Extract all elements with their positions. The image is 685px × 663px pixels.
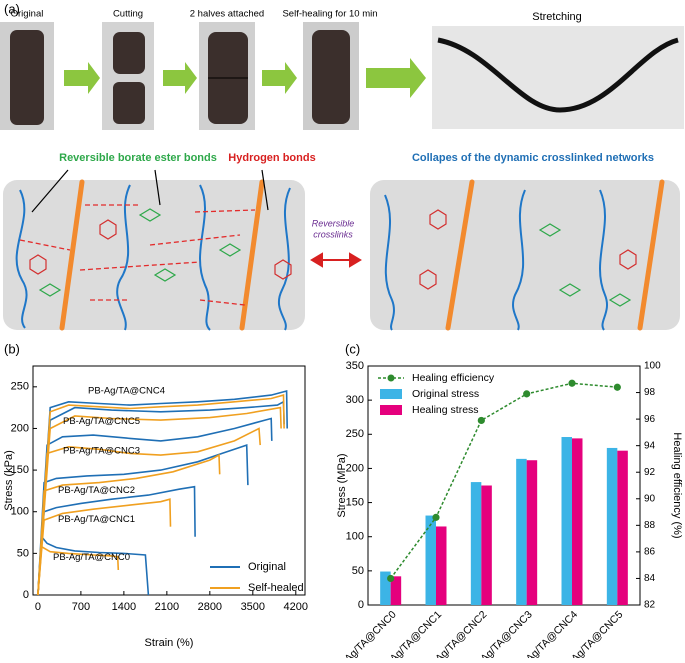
stress-strain-curve: [37, 443, 249, 596]
plot-frame: [32, 365, 306, 596]
efficiency-point: [387, 574, 395, 583]
step-label: Stretching: [532, 11, 582, 23]
stress-strain-curve: [37, 485, 196, 596]
efficiency-point: [523, 390, 531, 398]
y-tick-label: 0: [23, 589, 29, 601]
collapse-label: Collapes of the dynamic crosslinked netw…: [412, 152, 654, 164]
bar: [617, 450, 628, 605]
y-tick-label: 100: [346, 531, 364, 543]
efficiency-point: [432, 513, 440, 521]
y-tick-label: 100: [11, 506, 29, 518]
curve-label: PB-Ag/TA@CNC4: [88, 385, 165, 396]
bar: [572, 438, 583, 605]
x-tick-label: 2100: [155, 601, 179, 613]
x-tick-label: 3500: [241, 601, 265, 613]
x-tick-label: PB-Ag/TA@CNC0: [330, 608, 399, 658]
curve-label: PB-Ag/TA@CNC2: [58, 485, 135, 496]
y-tick-label: 50: [17, 547, 29, 559]
panel-label: (c): [345, 341, 360, 356]
stress-strain-curve: [37, 498, 172, 596]
bar: [516, 458, 527, 605]
y2-tick-label: 96: [644, 414, 656, 425]
y2-tick-label: 98: [644, 387, 656, 398]
y-tick-label: 200: [346, 462, 364, 474]
y-tick-label: 50: [352, 565, 364, 577]
y2-tick-label: 100: [644, 361, 661, 372]
step-label: 2 halves attached: [190, 9, 264, 20]
network-schematic: [3, 169, 680, 331]
y2-tick-label: 94: [644, 440, 656, 451]
stress-strain-curve: [37, 400, 285, 596]
bar: [380, 571, 391, 605]
stress-strain-curve: [37, 394, 285, 596]
stress-strain-curve: [37, 427, 261, 596]
x-tick-label: 4200: [284, 601, 308, 613]
bar: [606, 447, 618, 605]
curve-label: PB-Ag/TA@CNC3: [63, 445, 140, 456]
efficiency-point: [613, 383, 621, 391]
x-tick-label: 1400: [112, 601, 136, 613]
y2-tick-label: 92: [644, 467, 656, 478]
step-label: Original: [11, 9, 44, 20]
y-tick-label: 250: [11, 381, 29, 393]
bar: [470, 482, 482, 605]
y2-axis-title: Healing efficiency (%): [671, 432, 683, 538]
x-tick-label: 2800: [198, 601, 222, 613]
stress-strain-curve: [37, 406, 282, 596]
legend-swatch: [380, 405, 402, 415]
bar: [481, 485, 492, 605]
y2-tick-label: 86: [644, 547, 656, 558]
y-tick-label: 150: [11, 464, 29, 476]
y2-tick-label: 84: [644, 573, 656, 584]
y-tick-label: 350: [346, 360, 364, 372]
bar: [390, 576, 402, 605]
x-axis-title: Strain (%): [145, 637, 194, 649]
legend-label: Healing efficiency: [412, 372, 495, 384]
stress-strain-curve: [37, 453, 221, 596]
y-tick-label: 150: [346, 496, 364, 508]
legend-label: Self-healed: [248, 582, 304, 594]
panel-label: (b): [4, 341, 20, 356]
y-tick-label: 250: [346, 428, 364, 440]
legend-label: Original: [248, 561, 286, 573]
photo-strip: [0, 22, 684, 130]
panel-label: (a): [4, 1, 20, 16]
y-tick-label: 200: [11, 422, 29, 434]
x-tick-label: 700: [72, 601, 90, 613]
crosslink-label: Reversible: [312, 218, 355, 228]
bar: [561, 437, 572, 605]
legend-swatch: [380, 389, 402, 399]
stress-strain-curve: [37, 417, 273, 596]
y2-tick-label: 82: [644, 600, 656, 611]
bond-label: Hydrogen bonds: [228, 152, 315, 164]
stress-strain-curve: [37, 534, 150, 596]
efficiency-point: [477, 416, 485, 425]
crosslink-label: crosslinks: [313, 229, 353, 239]
y-tick-label: 0: [358, 599, 364, 611]
y-axis-title: Stress (MPa): [336, 453, 348, 517]
efficiency-point: [568, 379, 576, 387]
bar: [526, 460, 538, 605]
legend-label: Original stress: [412, 388, 479, 400]
bond-label: Reversible borate ester bonds: [59, 152, 217, 164]
step-label: Self-healing for 10 min: [282, 9, 377, 20]
y-axis-title: Stress (kPa): [3, 450, 15, 511]
bar: [425, 515, 436, 605]
curve-label: PB-Ag/TA@CNC5: [63, 416, 140, 427]
y2-tick-label: 88: [644, 520, 656, 531]
stress-strain-curve: [37, 545, 120, 596]
curve-label: PB-Ag/TA@CNC1: [58, 514, 135, 525]
bar: [436, 526, 447, 605]
step-label: Cutting: [113, 9, 143, 20]
stress-strain-curve: [37, 389, 288, 596]
x-tick-label: 0: [35, 601, 41, 613]
plot-frame: [367, 365, 641, 606]
y-tick-label: 300: [346, 394, 364, 406]
legend-label: Healing stress: [412, 404, 479, 416]
y2-tick-label: 90: [644, 493, 656, 504]
legend-swatch: [387, 374, 395, 382]
curve-label: PB-Ag/TA@CNC0: [53, 552, 130, 563]
panel-a-texts: (a) Original Cutting 2 halves attached S…: [4, 1, 654, 239]
